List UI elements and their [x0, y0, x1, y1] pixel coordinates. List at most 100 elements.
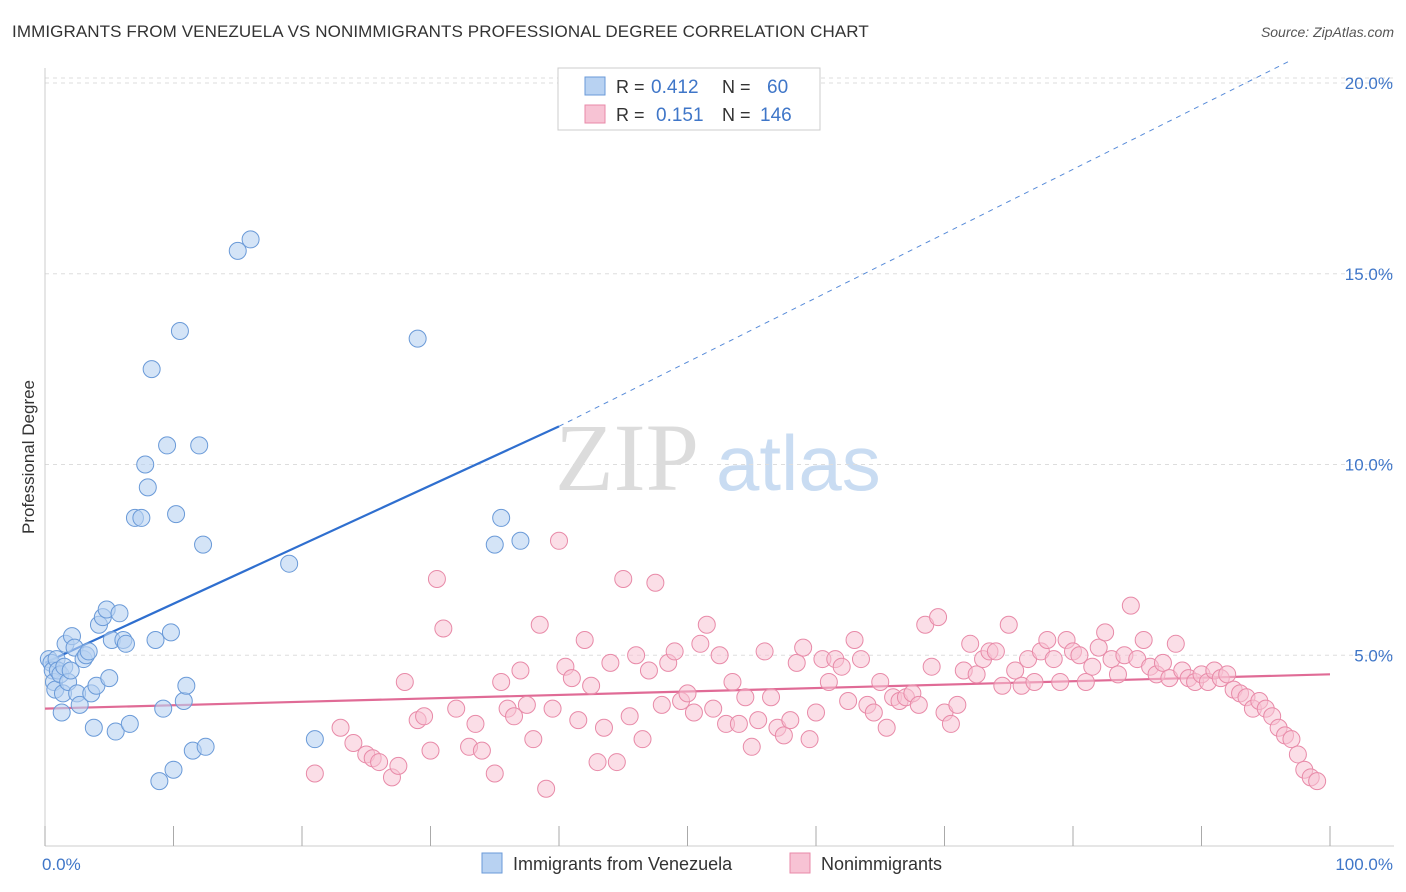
point-venezuela [79, 642, 98, 661]
point-nonimmigrants [1282, 730, 1301, 749]
point-nonimmigrants [1089, 638, 1108, 657]
point-nonimmigrants [1218, 665, 1237, 684]
point-nonimmigrants [999, 615, 1018, 634]
legend-n-label-2: N = [722, 105, 751, 125]
chart-title: IMMIGRANTS FROM VENEZUELA VS NONIMMIGRAN… [12, 22, 869, 41]
legend-r-value-2: 0.151 [656, 105, 704, 126]
point-nonimmigrants [851, 650, 870, 669]
point-nonimmigrants [774, 726, 793, 745]
y-tick-label: 15.0% [1345, 265, 1393, 284]
point-nonimmigrants [395, 672, 414, 691]
point-nonimmigrants [723, 672, 742, 691]
trend-line-series1-extension [558, 59, 1292, 427]
point-nonimmigrants [633, 730, 652, 749]
point-nonimmigrants [871, 672, 890, 691]
x-tick-label: 0.0% [42, 855, 81, 874]
point-venezuela [190, 436, 209, 455]
point-venezuela [110, 604, 129, 623]
trend-line-series1 [44, 425, 560, 664]
point-nonimmigrants [466, 714, 485, 733]
point-nonimmigrants [537, 779, 556, 798]
point-nonimmigrants [1166, 634, 1185, 653]
point-venezuela [492, 508, 511, 527]
watermark-atlas: atlas [716, 419, 881, 507]
point-nonimmigrants [729, 714, 748, 733]
point-nonimmigrants [986, 642, 1005, 661]
point-venezuela [52, 703, 71, 722]
point-nonimmigrants [575, 630, 594, 649]
point-nonimmigrants [800, 730, 819, 749]
point-venezuela [120, 714, 139, 733]
watermark: ZIP atlas [555, 404, 881, 511]
point-venezuela [228, 241, 247, 260]
point-nonimmigrants [1051, 672, 1070, 691]
point-nonimmigrants [582, 676, 601, 695]
point-nonimmigrants [1108, 665, 1127, 684]
point-nonimmigrants [922, 657, 941, 676]
point-nonimmigrants [961, 634, 980, 653]
y-axis-title: Professional Degree [19, 380, 38, 534]
point-nonimmigrants [1288, 745, 1307, 764]
point-nonimmigrants [1006, 661, 1025, 680]
y-tick-label: 10.0% [1345, 456, 1393, 475]
point-nonimmigrants [370, 753, 389, 772]
point-nonimmigrants [993, 676, 1012, 695]
point-nonimmigrants [736, 688, 755, 707]
y-tick-label: 20.0% [1345, 74, 1393, 93]
point-venezuela [70, 695, 89, 714]
bottom-legend-swatch-series2 [789, 852, 811, 874]
point-nonimmigrants [909, 695, 928, 714]
point-nonimmigrants [710, 646, 729, 665]
point-venezuela [154, 699, 173, 718]
point-nonimmigrants [331, 718, 350, 737]
point-nonimmigrants [492, 672, 511, 691]
point-nonimmigrants [562, 669, 581, 688]
point-nonimmigrants [447, 699, 466, 718]
point-nonimmigrants [485, 764, 504, 783]
bottom-legend: Immigrants from Venezuela Nonimmigrants [481, 852, 942, 874]
legend-r-label-1: R = [616, 77, 645, 97]
watermark-zip: ZIP [555, 404, 699, 511]
point-nonimmigrants [614, 569, 633, 588]
point-venezuela [164, 760, 183, 779]
point-nonimmigrants [1076, 672, 1095, 691]
point-venezuela [136, 455, 155, 474]
point-venezuela [174, 692, 193, 711]
point-venezuela [177, 676, 196, 695]
point-nonimmigrants [344, 733, 363, 752]
point-venezuela [116, 634, 135, 653]
chart-source: Source: ZipAtlas.com [1260, 24, 1394, 40]
point-nonimmigrants [1070, 646, 1089, 665]
point-nonimmigrants [434, 619, 453, 638]
point-nonimmigrants [839, 692, 858, 711]
point-nonimmigrants [665, 642, 684, 661]
bottom-legend-label-series1: Immigrants from Venezuela [513, 854, 733, 874]
point-nonimmigrants [1044, 650, 1063, 669]
point-nonimmigrants [819, 672, 838, 691]
point-nonimmigrants [832, 657, 851, 676]
point-nonimmigrants [543, 699, 562, 718]
point-nonimmigrants [929, 608, 948, 627]
point-nonimmigrants [691, 634, 710, 653]
legend-n-label-1: N = [722, 77, 751, 97]
legend-box: R = 0.412 N = 60 R = 0.151 N = 146 [557, 67, 821, 131]
y-tick-label: 5.0% [1354, 646, 1393, 665]
point-nonimmigrants [941, 714, 960, 733]
point-venezuela [194, 535, 213, 554]
legend-n-value-2: 146 [760, 105, 792, 126]
point-nonimmigrants [864, 703, 883, 722]
point-nonimmigrants [646, 573, 665, 592]
point-nonimmigrants [517, 695, 536, 714]
point-nonimmigrants [762, 688, 781, 707]
point-nonimmigrants [749, 711, 768, 730]
point-venezuela [61, 661, 80, 680]
point-venezuela [485, 535, 504, 554]
point-venezuela [408, 329, 427, 348]
bottom-legend-swatch-series1 [481, 852, 503, 874]
point-venezuela [142, 360, 161, 379]
point-nonimmigrants [511, 661, 530, 680]
point-nonimmigrants [845, 630, 864, 649]
point-venezuela [167, 505, 186, 524]
point-nonimmigrants [794, 638, 813, 657]
